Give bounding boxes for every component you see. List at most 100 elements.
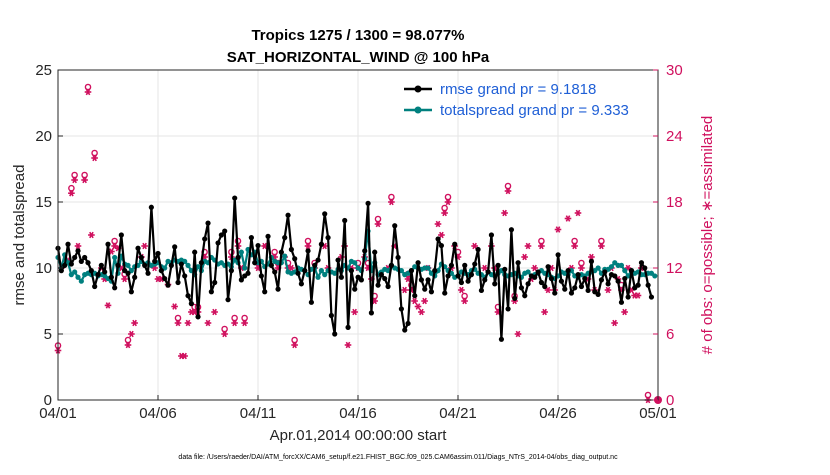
series-0-point-112 xyxy=(428,289,435,295)
series-0-point-95 xyxy=(372,249,378,255)
obs-assimilated-stroke xyxy=(159,275,164,283)
series-0-point-93 xyxy=(365,200,371,206)
series-0-point-50 xyxy=(222,228,228,234)
series-0-point-58 xyxy=(248,235,254,241)
series-0-point-59 xyxy=(252,260,258,266)
obs-assimilated-stroke xyxy=(262,242,267,250)
obs-assimilated-stroke xyxy=(515,330,521,338)
series-0-point-139 xyxy=(518,285,525,291)
series-0-point-5 xyxy=(72,254,78,261)
series-0-point-115 xyxy=(438,242,445,249)
obs-assimilated-23 xyxy=(131,319,138,327)
obs-assimilated-53 xyxy=(231,319,238,327)
obs-assimilated-stroke xyxy=(532,264,537,272)
obs-assimilated-stroke xyxy=(175,319,181,327)
obs-assimilated-116 xyxy=(441,209,448,217)
chart-title: Tropics 1275 / 1300 = 98.077% xyxy=(251,27,464,44)
obs-assimilated-89 xyxy=(351,308,358,316)
series-0-point-75 xyxy=(305,248,311,254)
series-0-point-116 xyxy=(442,290,448,296)
series-0-point-47 xyxy=(212,279,218,286)
obs-possible-50 xyxy=(221,325,228,333)
obs-possible-9 xyxy=(84,83,92,91)
series-0-point-11 xyxy=(92,283,98,290)
obs-assimilated-stroke xyxy=(555,226,561,233)
series-0-point-40 xyxy=(188,301,194,307)
obs-possible-8 xyxy=(81,171,88,179)
series-0-point-178 xyxy=(648,294,655,300)
series-0-point-131 xyxy=(492,281,498,287)
obs-assimilated-stroke xyxy=(132,319,137,327)
obs-assimilated-stroke xyxy=(549,264,554,272)
obs-assimilated-stroke xyxy=(539,242,544,250)
series-0-point-169 xyxy=(618,299,625,305)
series-0-point-87 xyxy=(345,324,351,330)
series-0-point-68 xyxy=(282,235,288,241)
series-0-point-74 xyxy=(302,268,308,274)
series-0-point-82 xyxy=(328,312,334,319)
obs-assimilated-stroke xyxy=(82,176,87,184)
series-0-point-143 xyxy=(532,274,538,280)
obs-assimilated-stroke xyxy=(545,286,551,294)
series-0-point-35 xyxy=(172,244,178,250)
series-1-point-68 xyxy=(282,253,288,259)
obs-assimilated-stroke xyxy=(525,242,531,250)
obs-assimilated-stroke xyxy=(345,341,351,349)
obs-assimilated-stroke xyxy=(635,292,641,299)
obs-assimilated-stroke xyxy=(612,319,617,327)
obs-assimilated-135 xyxy=(504,187,512,195)
legend-rmse-marker xyxy=(414,85,422,93)
series-0-point-103 xyxy=(398,306,405,312)
series-0-point-170 xyxy=(622,275,628,282)
series-0-point-41 xyxy=(192,249,198,255)
series-0-point-14 xyxy=(102,269,108,275)
obs-assimilated-stroke xyxy=(112,242,117,250)
series-0-point-133 xyxy=(498,336,505,342)
series-0-point-125 xyxy=(472,261,478,267)
series-0-point-64 xyxy=(268,262,274,268)
series-0-point-76 xyxy=(308,299,314,305)
obs-assimilated-96 xyxy=(374,220,382,228)
obs-assimilated-45 xyxy=(204,319,212,327)
series-0-point-69 xyxy=(285,212,291,218)
obs-assimilated-stroke xyxy=(372,297,377,305)
obs-assimilated-stroke xyxy=(322,242,327,250)
obs-assimilated-stroke xyxy=(69,189,74,197)
obs-assimilated-stroke xyxy=(412,297,417,305)
series-0-point-23 xyxy=(132,274,138,280)
series-0-point-8 xyxy=(82,254,88,261)
series-0-point-83 xyxy=(332,331,338,337)
y-axis-label-right: # of obs: o=possible; ∗=assimilated xyxy=(699,116,716,355)
series-0-point-101 xyxy=(392,223,398,229)
series-0-point-32 xyxy=(162,275,168,282)
obs-possible-135 xyxy=(504,182,512,190)
obs-assimilated-22 xyxy=(128,330,135,338)
obs-assimilated-stroke xyxy=(289,264,294,272)
series-0-point-167 xyxy=(612,273,618,279)
series-1-point-55 xyxy=(238,249,244,255)
obs-assimilated-stroke xyxy=(579,264,584,272)
series-0-point-94 xyxy=(368,310,374,316)
series-0-point-15 xyxy=(105,241,111,247)
series-0-point-120 xyxy=(455,273,461,279)
series-0-point-158 xyxy=(582,275,588,282)
series-1-point-169 xyxy=(618,262,625,268)
series-0-point-9 xyxy=(85,260,91,266)
obs-assimilated-9 xyxy=(84,88,92,96)
y-right-tick-label-1: 6 xyxy=(666,326,674,343)
series-0-point-138 xyxy=(515,260,521,266)
y-ticks-right: 0 6 12 18 24 30 xyxy=(653,62,683,409)
obs-assimilated-6 xyxy=(74,242,82,250)
obs-assimilated-50 xyxy=(221,330,228,338)
obs-assimilated-110 xyxy=(421,297,428,305)
series-0-point-88 xyxy=(348,268,354,274)
series-0-point-171 xyxy=(625,294,631,300)
obs-assimilated-stroke xyxy=(185,319,191,327)
obs-assimilated-stroke xyxy=(405,275,411,283)
y-right-tick-label-3: 18 xyxy=(666,194,683,211)
obs-assimilated-stroke xyxy=(89,231,94,239)
obs-assimilated-stroke xyxy=(435,220,441,228)
x-tick-label-4: 04/21 xyxy=(439,405,477,422)
obs-assimilated-163 xyxy=(598,242,605,250)
obs-possible-157 xyxy=(578,259,585,267)
